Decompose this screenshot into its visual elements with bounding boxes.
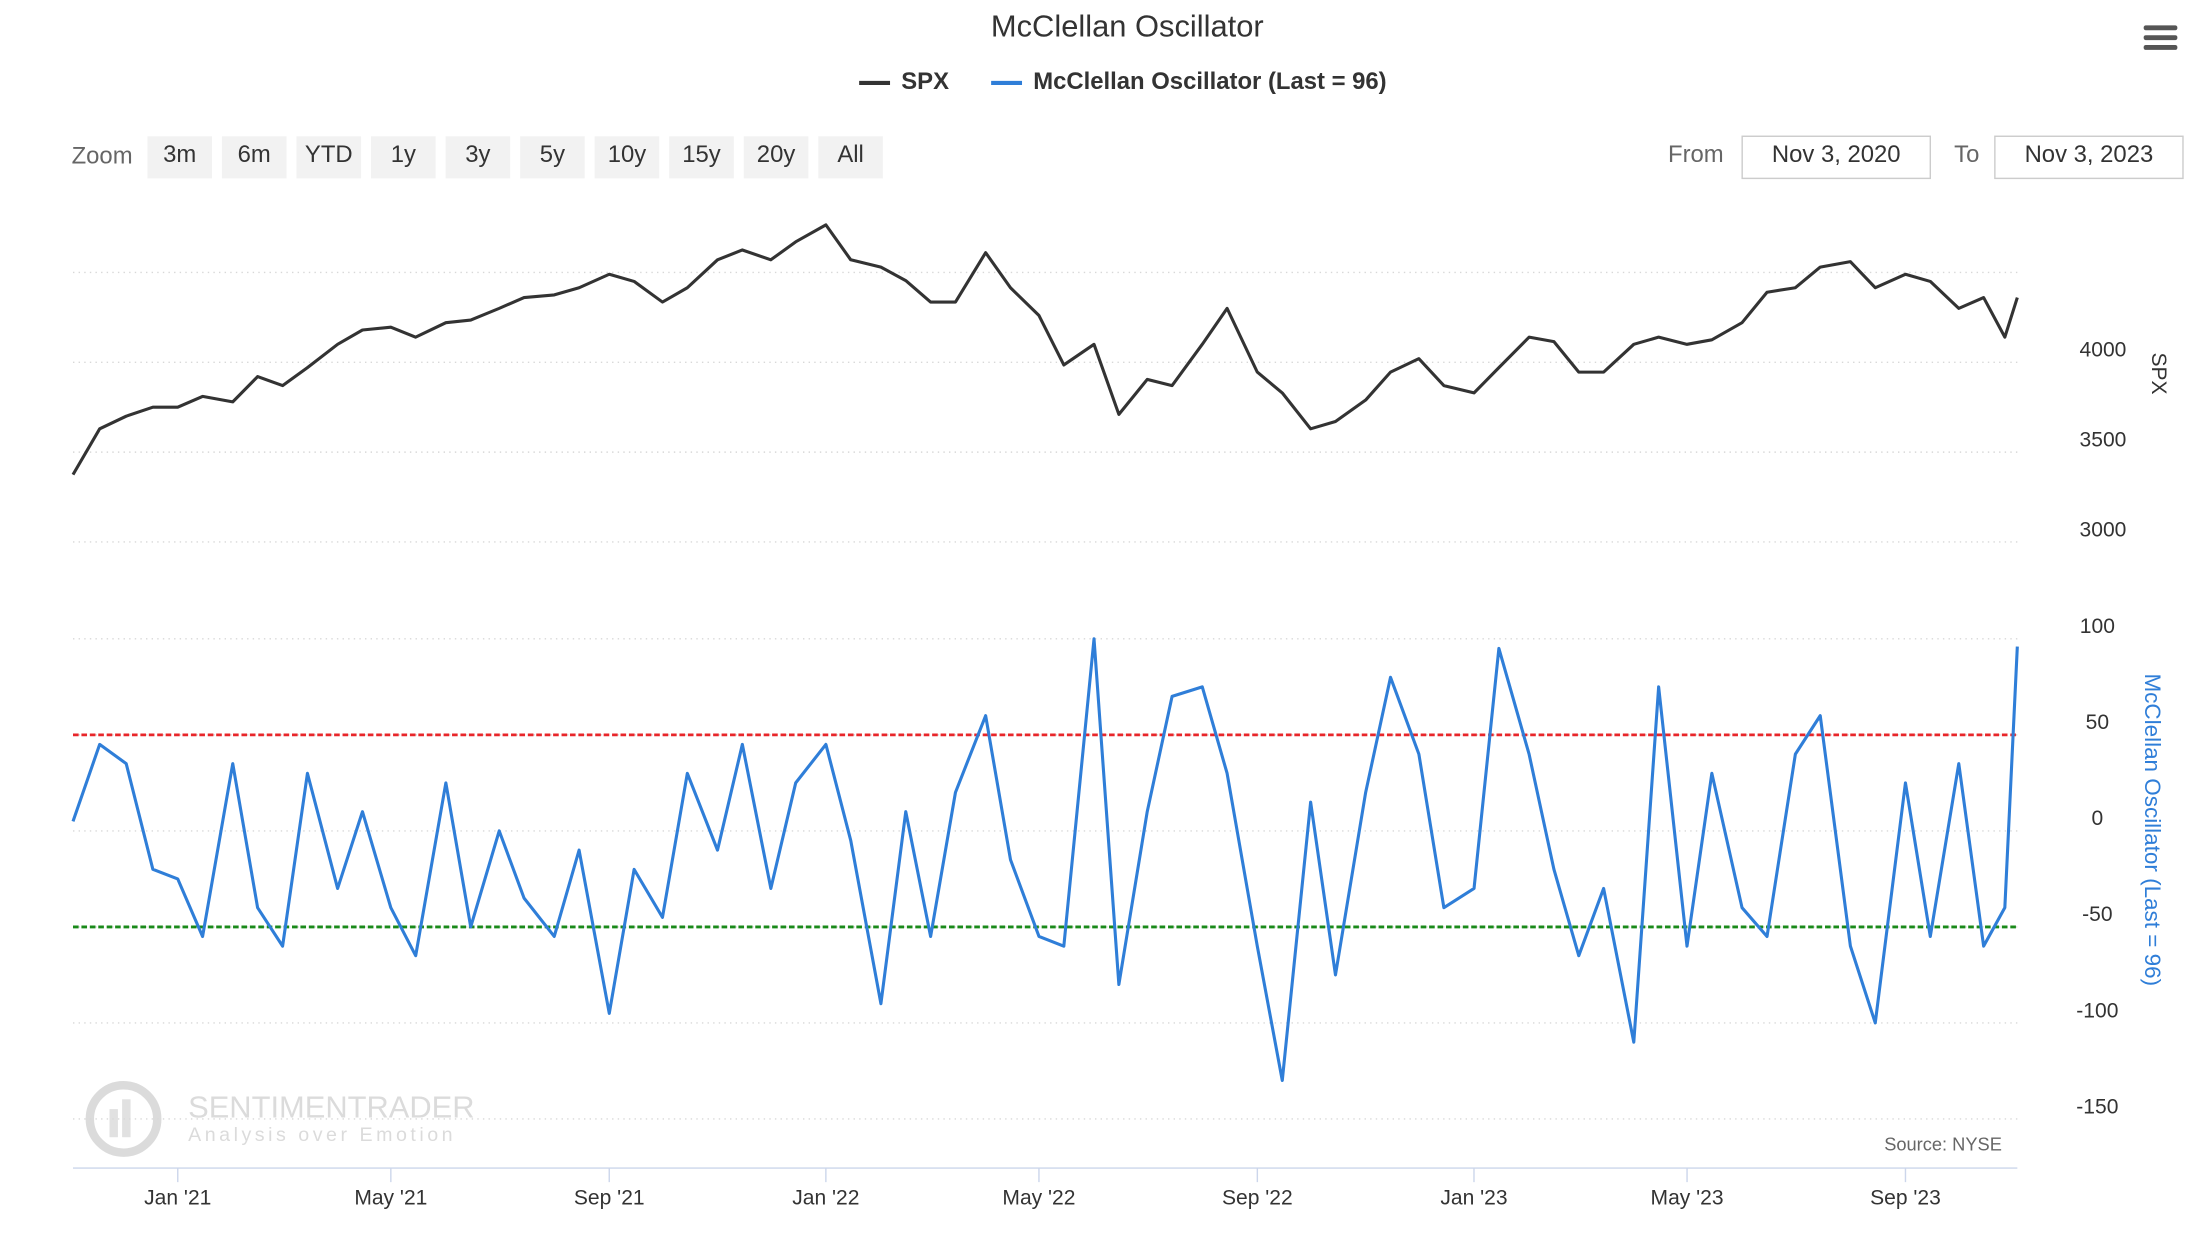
series-line xyxy=(71,223,2019,476)
zoom-label: Zoom xyxy=(72,143,133,170)
menu-bar xyxy=(2143,35,2178,41)
zoom-button[interactable]: All xyxy=(818,136,883,179)
x-tick-label: Sep '22 xyxy=(1222,1187,1293,1210)
source: Source: NYSE xyxy=(1884,1133,2002,1154)
zoom-button-bg xyxy=(221,136,287,179)
zoom-button-label: All xyxy=(837,141,864,168)
zoom-button-label: 15y xyxy=(682,141,721,168)
from-label: From xyxy=(1668,141,1724,168)
zoom-button[interactable]: 15y xyxy=(669,136,734,179)
zoom-button-bg xyxy=(371,136,436,179)
zoom-button-bg xyxy=(818,136,883,179)
menu-bar xyxy=(2143,45,2178,50)
y-axis-title: SPX xyxy=(2147,352,2170,394)
zoom-button[interactable]: 3y xyxy=(445,136,511,179)
series-line xyxy=(71,637,2019,1083)
x-tick-label: Sep '23 xyxy=(1870,1187,1941,1210)
x-tick-label: Jan '23 xyxy=(1440,1187,1507,1210)
zoom-button[interactable]: 5y xyxy=(520,136,585,179)
zoom-button[interactable]: YTD xyxy=(296,136,362,179)
menu-icon[interactable] xyxy=(2143,25,2178,50)
zoom-button-label: 6m xyxy=(238,141,271,168)
watermark-icon xyxy=(122,1099,131,1138)
legend-label: McClellan Oscillator (Last = 96) xyxy=(1033,68,1386,95)
x-tick-label: Jan '21 xyxy=(144,1187,211,1210)
to-label: To xyxy=(1954,141,1979,168)
zoom-button-bg xyxy=(147,136,212,179)
zoom-button[interactable]: 3m xyxy=(147,136,212,179)
zoom-button-bg xyxy=(445,136,511,179)
zoom-button[interactable]: 10y xyxy=(594,136,660,179)
to-box xyxy=(1994,135,2184,180)
zoom-button-label: 3m xyxy=(163,141,196,168)
y-tick-label: 4000 xyxy=(2080,339,2127,362)
zoom-button-label: 1y xyxy=(391,141,416,168)
zoom-button-label: 5y xyxy=(540,141,565,168)
y-tick-label: 3000 xyxy=(2080,518,2127,541)
zoom-button[interactable]: 20y xyxy=(743,136,809,179)
y2-tick-label: 0 xyxy=(2091,807,2103,830)
x-tick-label: May '21 xyxy=(354,1187,427,1210)
watermark: SENTIMENTRADER Analysis over Emotion xyxy=(85,1081,475,1157)
zoom-button[interactable]: 6m xyxy=(221,136,287,179)
legend-label: SPX xyxy=(901,68,949,95)
zoom-button-bg xyxy=(669,136,734,179)
zoom-button-label: 20y xyxy=(757,141,796,168)
x-tick-label: May '23 xyxy=(1651,1187,1724,1210)
watermark-tagline: Analysis over Emotion xyxy=(188,1124,456,1146)
watermark-icon xyxy=(109,1109,118,1138)
y2-tick-label: -100 xyxy=(2076,999,2118,1022)
y2-axis-title: McClellan Oscillator (Last = 96) xyxy=(2140,673,2165,986)
to-input[interactable]: Nov 3, 2023 xyxy=(1994,135,2184,180)
zoom-button-bg xyxy=(743,136,809,179)
from-input[interactable]: Nov 3, 2020 xyxy=(1741,135,1931,180)
x-tick-label: Sep '21 xyxy=(574,1187,645,1210)
zoom-button[interactable]: 1y xyxy=(371,136,436,179)
from-box xyxy=(1741,135,1931,180)
y2-tick-label: -50 xyxy=(2082,903,2112,926)
zoom-button-bg xyxy=(520,136,585,179)
y2-tick-label: 50 xyxy=(2086,711,2109,734)
zoom-button-label: 10y xyxy=(608,141,647,168)
y2-tick-label: 100 xyxy=(2080,615,2115,638)
y2-tick-label: -150 xyxy=(2076,1095,2118,1118)
x-tick-label: May '22 xyxy=(1002,1187,1075,1210)
from-value: Nov 3, 2020 xyxy=(1772,141,1901,168)
chart-title: McClellan Oscillator xyxy=(991,8,1264,43)
zoom-button-bg xyxy=(594,136,660,179)
to-value: Nov 3, 2023 xyxy=(2025,141,2154,168)
x-tick-label: Jan '22 xyxy=(792,1187,859,1210)
menu-bar xyxy=(2143,25,2178,31)
y-tick-label: 3500 xyxy=(2080,428,2127,451)
zoom-button-label: 3y xyxy=(465,141,490,168)
zoom-button-bg xyxy=(296,136,362,179)
zoom-button-label: YTD xyxy=(305,141,353,168)
